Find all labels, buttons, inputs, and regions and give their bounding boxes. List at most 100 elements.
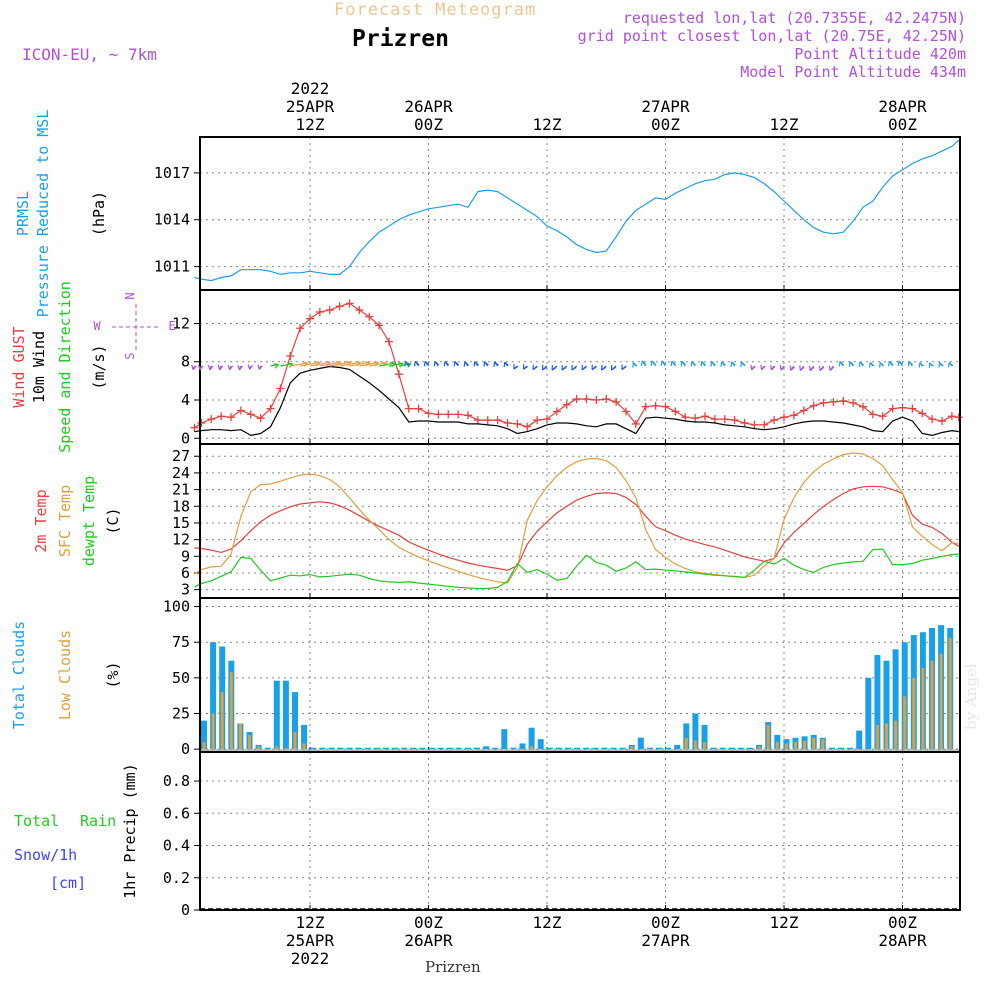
gust-marker [315,308,324,316]
wind-arrowhead [483,361,489,367]
axis-label: 2m Temp [32,489,50,552]
wind-arrowhead [463,361,469,367]
low-cloud-bar [257,746,261,750]
total-cloud-bar [555,747,562,750]
gust-marker [789,411,798,420]
wind-arrowhead [632,362,638,368]
low-cloud-bar [248,734,251,750]
gust-marker [335,302,344,311]
total-cloud-bar [646,747,653,750]
total-cloud-bar [537,739,544,750]
wind-arrowhead [493,361,499,367]
series-sfc-temp [194,452,959,584]
total-cloud-bar [392,747,399,750]
total-cloud-bar [501,729,508,750]
wind-arrowhead [207,364,214,371]
low-cloud-bar [948,637,952,750]
gust-marker [404,404,413,413]
total-cloud-bar [210,642,217,750]
wind-arrowhead [621,364,627,371]
wind-arrowhead [948,361,954,368]
y-tick-label: 9 [181,547,190,565]
gust-marker [523,422,532,431]
y-tick-label: 12 [172,531,190,549]
low-cloud-bar [703,742,706,750]
gust-marker [720,415,729,424]
wind-arrowhead [918,362,924,368]
wind-arrowhead [680,360,686,367]
gust-marker [809,401,818,410]
total-cloud-bar [665,747,672,750]
gust-marker [740,418,749,427]
y-tick-label: 0 [181,429,190,447]
gust-marker [780,413,788,422]
low-cloud-bar [202,742,206,750]
station-title: Prizren [352,26,449,52]
y-tick-label: 1011 [154,258,190,276]
bottom-time-label: 28APR [878,931,927,950]
gust-marker [325,306,334,315]
y-tick-label: 4 [181,391,190,409]
low-cloud-bar [794,742,797,750]
total-cloud-bar [528,727,535,750]
total-cloud-bar [847,747,854,750]
total-cloud-bar [674,744,681,750]
wind-arrowhead [660,360,666,367]
total-cloud-bar [692,713,699,750]
gust-marker [868,410,877,419]
low-cloud-bar [284,747,288,750]
total-cloud-bar [282,680,289,750]
model-label: ICON-EU, ~ 7km [22,45,157,64]
rain-label-total: Total [14,812,59,830]
gust-marker [602,395,611,404]
gust-marker [612,397,621,406]
total-cloud-bar [892,649,899,750]
low-cloud-bar [684,737,688,750]
gust-marker [286,352,295,360]
low-cloud-bar [693,740,697,750]
total-cloud-bar [747,747,753,750]
gust-marker [661,402,670,411]
total-cloud-bar [683,723,690,750]
gust-marker [592,396,601,404]
gust-marker [671,407,680,416]
y-tick-label: 0.8 [163,772,190,790]
gust-marker [552,407,561,416]
wind-arrowhead [907,360,914,367]
compass-north: N [123,292,137,299]
wind-arrowhead [818,365,825,372]
y-tick-label: 25 [172,705,190,723]
gust-marker [681,413,690,422]
bottom-time-label: 25APR [286,931,335,950]
low-cloud-bar [229,672,233,750]
wind-arrow [379,362,396,367]
low-cloud-bar [630,746,634,750]
compass-south: S [123,352,137,359]
gust-marker [888,404,897,413]
total-cloud-bar [838,747,844,750]
total-cloud-bar [856,730,863,750]
total-cloud-bar [437,747,444,750]
wind-arrowhead [453,360,459,367]
low-cloud-bar [530,746,534,750]
gust-marker [276,384,285,393]
total-cloud-bar [455,747,462,750]
total-cloud-bar [619,747,626,750]
wind-arrowhead [809,365,815,372]
bottom-time-label: 12Z [296,913,325,932]
wind-arrowhead [799,365,805,372]
wind-arrow [309,361,331,367]
compass-west: W [93,319,101,333]
bottom-time-label: 00Z [651,913,680,932]
total-cloud-bar [364,747,371,750]
marks-layer: 1011 1014 1017 PRMSL Pressure Reduced to MSL… [10,110,963,919]
gust-marker [641,402,650,411]
y-tick-label: 0 [181,901,190,919]
gust-marker [691,414,700,423]
wind-arrowhead [257,364,263,370]
gust-marker [819,398,828,407]
gust-marker [454,410,463,419]
wind-arrowhead [191,364,197,371]
